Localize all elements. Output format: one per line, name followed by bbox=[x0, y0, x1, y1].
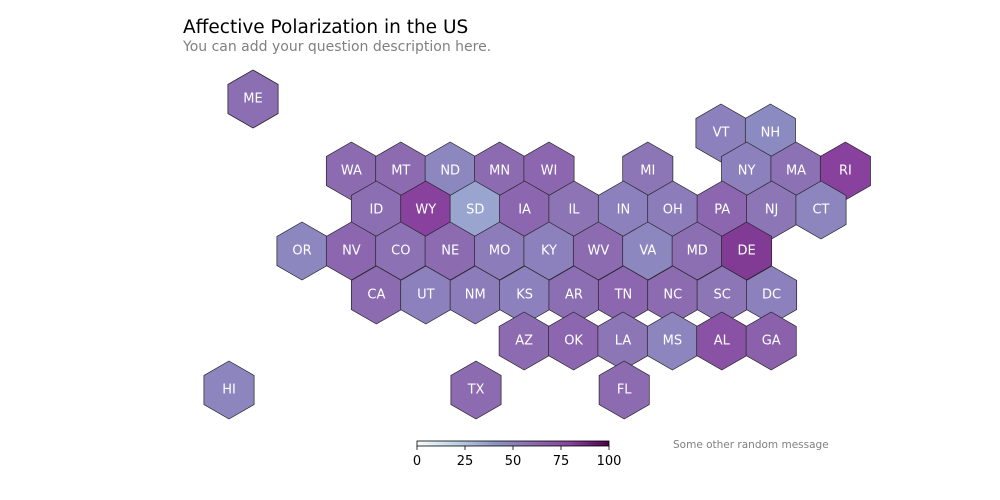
state-label: MN bbox=[489, 164, 510, 179]
state-label: MA bbox=[786, 164, 806, 179]
state-hex-ri: RI bbox=[819, 141, 871, 201]
state-hex-ga: GA bbox=[745, 311, 797, 371]
colorbar-tick-label: 50 bbox=[505, 454, 522, 469]
state-hex-mo: MO bbox=[474, 221, 526, 281]
state-label: AR bbox=[565, 288, 583, 303]
state-label: VA bbox=[639, 244, 656, 259]
chart-subtitle: You can add your question description he… bbox=[183, 39, 492, 55]
state-hex-ma: MA bbox=[770, 141, 822, 201]
state-label: PA bbox=[714, 203, 730, 218]
state-hex-or: OR bbox=[276, 221, 328, 281]
state-label: NC bbox=[663, 288, 682, 303]
state-label: RI bbox=[839, 164, 852, 179]
state-label: NH bbox=[761, 126, 781, 141]
state-label: DC bbox=[762, 288, 781, 303]
hex-layer: AKMEVTNHWAMTNDMNWIMINYMARIIDWYSDIAILINOH… bbox=[203, 69, 871, 420]
state-label: CA bbox=[367, 288, 385, 303]
state-label: KS bbox=[516, 288, 533, 303]
state-hex-dc: DC bbox=[746, 265, 798, 325]
state-label: MD bbox=[687, 244, 708, 259]
state-label: WA bbox=[341, 164, 362, 179]
state-hex-va: VA bbox=[622, 221, 674, 281]
state-hex-shape bbox=[227, 69, 279, 129]
state-label: AL bbox=[714, 334, 731, 349]
state-label: TX bbox=[467, 383, 485, 398]
state-label: HI bbox=[222, 383, 236, 398]
state-label: ID bbox=[369, 203, 383, 218]
colorbar-gradient bbox=[416, 440, 610, 447]
state-label: SD bbox=[466, 203, 484, 218]
state-hex-ok: OK bbox=[548, 311, 600, 371]
state-hex-shape bbox=[745, 311, 797, 371]
state-label: CO bbox=[391, 244, 410, 259]
state-label: CT bbox=[812, 203, 829, 218]
state-label: IL bbox=[568, 203, 580, 218]
state-hex-ky: KY bbox=[523, 221, 575, 281]
state-label: MS bbox=[663, 334, 682, 349]
state-hex-shape bbox=[795, 180, 847, 240]
state-hex-oh: OH bbox=[647, 180, 699, 240]
state-hex-fl: FL bbox=[598, 360, 650, 420]
state-hex-hi: HI bbox=[203, 360, 255, 420]
state-hex-ct: CT bbox=[795, 180, 847, 240]
state-hex-de: DE bbox=[721, 221, 773, 281]
state-hex-me: ME bbox=[227, 69, 279, 129]
state-label: TN bbox=[614, 288, 633, 303]
state-label: WY bbox=[415, 203, 436, 218]
state-hex-mi: MI bbox=[622, 141, 674, 201]
state-hex-la: LA bbox=[597, 311, 649, 371]
state-label: AZ bbox=[515, 334, 533, 349]
state-hex-nc: NC bbox=[647, 265, 699, 325]
state-label: WI bbox=[541, 164, 558, 179]
state-label: NE bbox=[441, 244, 459, 259]
state-label: WV bbox=[588, 244, 610, 259]
state-label: FL bbox=[617, 383, 632, 398]
state-label: VT bbox=[713, 126, 730, 141]
colorbar-tick-label: 75 bbox=[553, 454, 570, 469]
state-label: LA bbox=[615, 334, 632, 349]
state-hex-az: AZ bbox=[498, 311, 550, 371]
state-hex-nm: NM bbox=[449, 265, 501, 325]
state-hex-nh: NH bbox=[744, 103, 796, 163]
state-label: SC bbox=[714, 288, 731, 303]
state-hex-vt: VT bbox=[695, 103, 747, 163]
state-label: OK bbox=[564, 334, 583, 349]
state-hex-mn: MN bbox=[474, 141, 526, 201]
state-label: IN bbox=[617, 203, 631, 218]
state-label: DE bbox=[737, 244, 755, 259]
state-hex-in: IN bbox=[597, 180, 649, 240]
colorbar-tick-label: 25 bbox=[457, 454, 474, 469]
state-label: UT bbox=[417, 288, 435, 303]
chart-title: Affective Polarization in the US bbox=[183, 17, 469, 38]
state-label: NV bbox=[342, 244, 361, 259]
state-hex-wv: WV bbox=[572, 221, 624, 281]
state-label: MT bbox=[391, 164, 410, 179]
state-hex-al: AL bbox=[696, 311, 748, 371]
state-label: NM bbox=[465, 288, 486, 303]
state-hex-wi: WI bbox=[523, 141, 575, 201]
state-label: GA bbox=[762, 334, 781, 349]
colorbar: 0 25 50 75 100 bbox=[413, 440, 622, 469]
state-hex-shape bbox=[203, 360, 255, 420]
state-label: ME bbox=[243, 92, 262, 107]
colorbar-tick-label: 0 bbox=[413, 454, 421, 469]
state-label: OH bbox=[663, 203, 683, 218]
state-hex-wa: WA bbox=[325, 141, 377, 201]
state-hex-shape bbox=[598, 360, 650, 420]
state-label: OR bbox=[292, 244, 311, 259]
state-hex-ms: MS bbox=[646, 311, 698, 371]
state-label: NY bbox=[738, 164, 756, 179]
state-label: ND bbox=[440, 164, 460, 179]
footer-note: Some other random message bbox=[673, 439, 829, 451]
state-hex-mt: MT bbox=[375, 141, 427, 201]
state-label: IA bbox=[518, 203, 531, 218]
state-hex-tx: TX bbox=[450, 360, 502, 420]
state-label: KY bbox=[541, 244, 557, 259]
state-label: NJ bbox=[765, 203, 779, 218]
state-label: MI bbox=[640, 164, 655, 179]
state-hex-shape bbox=[450, 360, 502, 420]
state-label: MO bbox=[489, 244, 510, 259]
colorbar-tick-label: 100 bbox=[597, 454, 622, 469]
